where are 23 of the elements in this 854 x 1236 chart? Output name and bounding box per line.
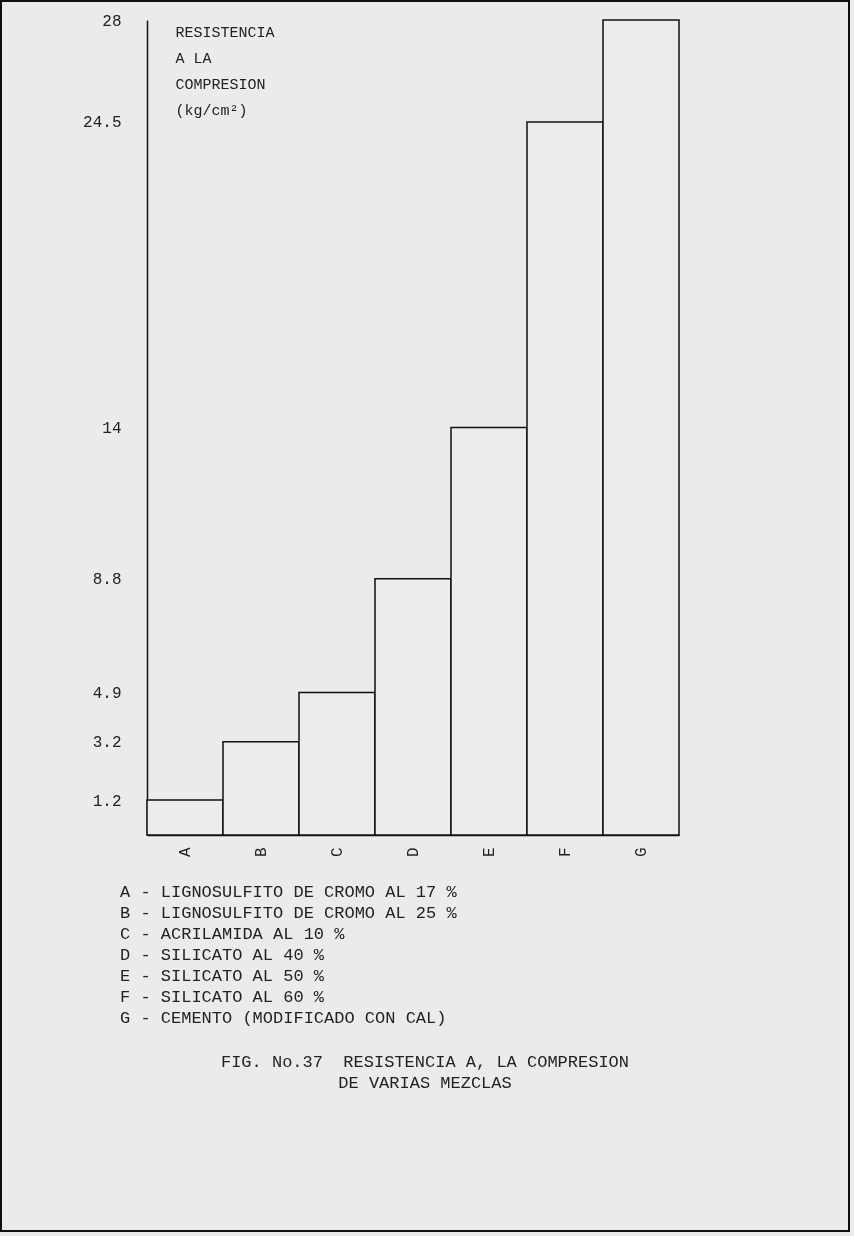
x-tick-label: G (633, 847, 651, 858)
y-tick-label: 3.2 (92, 734, 122, 753)
y-tick-label: 14 (102, 420, 122, 438)
y-tick-label: 24.5 (83, 114, 122, 133)
y-axis-title: RESISTENCIA A LA COMPRESION (kg/cm²) (175, 24, 275, 120)
text: B - LIGNOSULFITO DE CROMO AL 25 % (120, 904, 457, 923)
text: A - LIGNOSULFITO DE CROMO AL 17 % (120, 883, 457, 902)
x-tick-label: A (177, 847, 195, 858)
text: FIG. No.37 RESISTENCIA A, LA COMPRESION DE VARIAS MEZCLAS (219, 1052, 631, 1094)
y-tick-label: 28 (102, 12, 122, 31)
y-tick-label: 1.2 (92, 792, 122, 811)
text: E - SILICATO AL 50 % (120, 967, 325, 986)
y-tick-label: 4.9 (92, 684, 122, 703)
text: C - ACRILAMIDA AL 10 % (120, 925, 345, 944)
text: D - SILICATO AL 40 % (120, 946, 325, 965)
x-tick-label: B (253, 847, 271, 858)
y-tick-label: 8.8 (92, 571, 122, 590)
x-tick-label: E (481, 847, 499, 858)
x-tick-label: C (329, 847, 347, 858)
text: G - CEMENTO (MODIFICADO CON CAL) (120, 1009, 447, 1028)
text: F - SILICATO AL 60 % (120, 988, 325, 1007)
x-tick-label: F (557, 847, 575, 858)
x-tick-label: D (405, 847, 423, 858)
